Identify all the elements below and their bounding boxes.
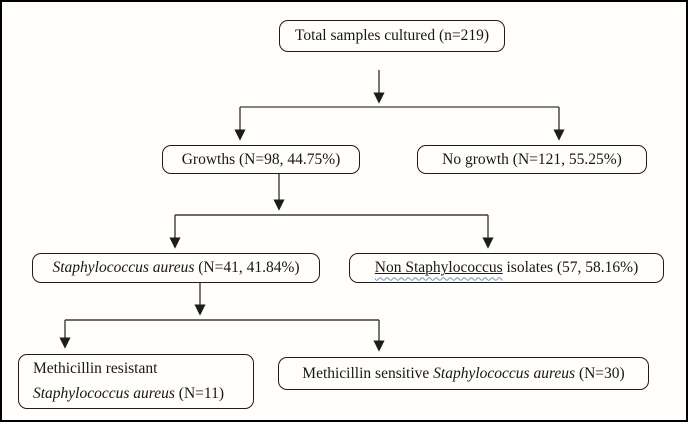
node-growths-label: Growths (N=98, 44.75%) xyxy=(181,150,341,168)
node-growths: Growths (N=98, 44.75%) xyxy=(162,145,360,174)
node-staphylococcus-aureus: Staphylococcus aureus (N=41, 41.84%) xyxy=(32,253,320,283)
species-name: Staphylococcus aureus (N=41, 41.84%) xyxy=(52,259,300,277)
node-methicillin-resistant: Methicillin resistant Staphylococcus aur… xyxy=(18,354,254,409)
mrsa-line1: Methicillin resistant xyxy=(33,360,158,378)
node-total-samples: Total samples cultured (n=219) xyxy=(279,20,505,52)
node-total-samples-label: Total samples cultured (n=219) xyxy=(294,27,490,45)
node-methicillin-sensitive: Methicillin sensitive Staphylococcus aur… xyxy=(278,357,649,390)
spellcheck-underline: Non Staphylococcus xyxy=(374,259,503,277)
non-staph-label: Non Staphylococcus isolates (57, 58.16%) xyxy=(374,259,639,277)
node-non-staphylococcus-isolates: Non Staphylococcus isolates (57, 58.16%) xyxy=(349,253,664,283)
node-no-growth: No growth (N=121, 55.25%) xyxy=(417,145,647,174)
mrsa-line2: Staphylococcus aureus (N=11) xyxy=(33,384,224,402)
node-no-growth-label: No growth (N=121, 55.25%) xyxy=(442,150,622,168)
mssa-label: Methicillin sensitive Staphylococcus aur… xyxy=(302,364,625,382)
